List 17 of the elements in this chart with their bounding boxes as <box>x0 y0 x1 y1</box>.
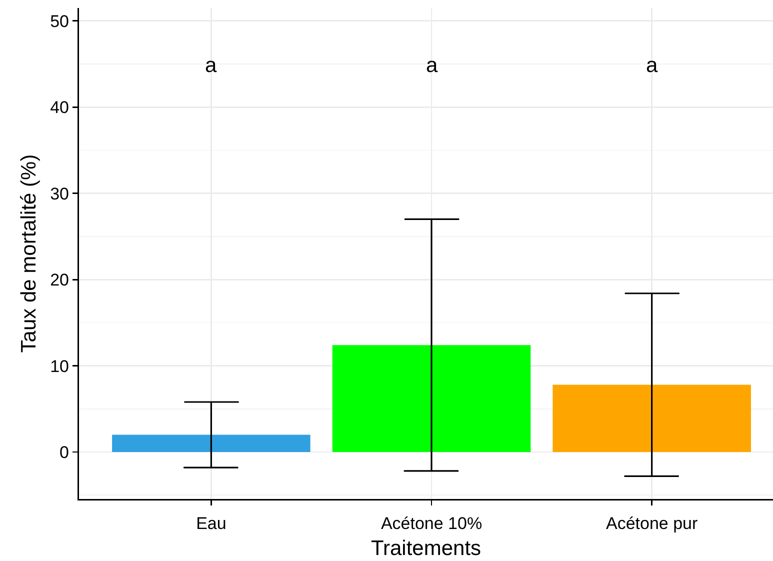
x-tick-label: Acétone 10% <box>380 514 482 533</box>
x-axis-title: Traitements <box>370 536 482 560</box>
y-tick-label: 50 <box>50 12 69 31</box>
annotation: a <box>426 54 438 77</box>
annotation: a <box>646 54 658 77</box>
annotation: a <box>205 54 217 77</box>
y-axis-title: Taux de mortalité (%) <box>18 154 41 353</box>
bar <box>552 384 751 452</box>
x-tick-label: Eau <box>196 514 226 533</box>
bar <box>112 434 310 452</box>
y-tick-label: 40 <box>50 98 69 118</box>
y-tick-label: 0 <box>60 442 69 462</box>
y-tick-label: 10 <box>50 356 69 376</box>
y-tick-label: 30 <box>50 184 69 204</box>
y-tick-label: 20 <box>50 270 69 290</box>
x-tick-label: Acétone pur <box>606 514 698 533</box>
bar <box>332 345 531 452</box>
